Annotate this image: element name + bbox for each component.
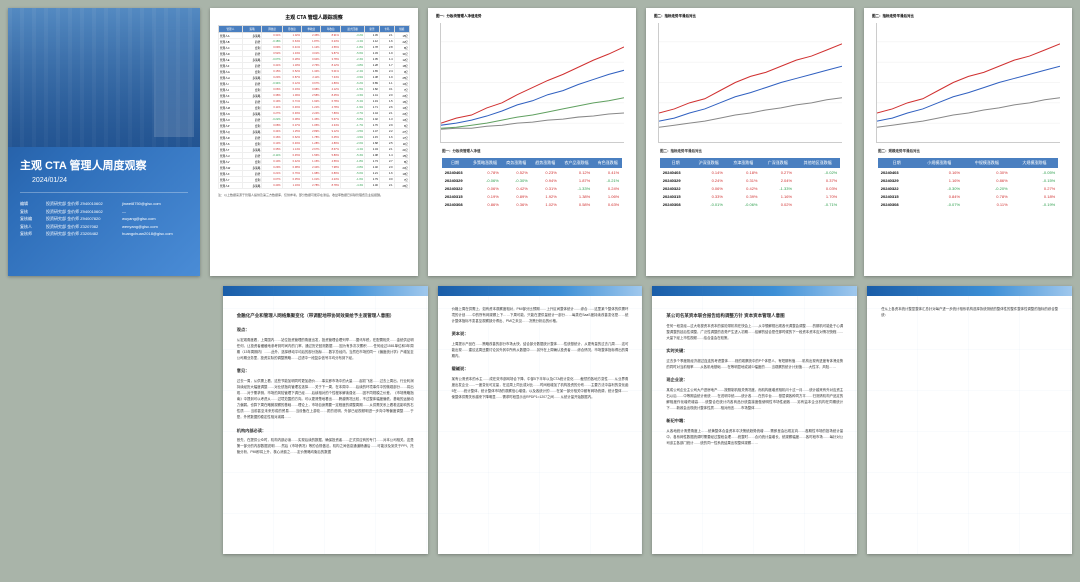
chart2-caption: 图二：指标走势平滑后对比 [660, 149, 840, 154]
chart1 [440, 23, 624, 143]
blue-bar [223, 286, 428, 296]
cover-photo [8, 8, 200, 147]
page-9-text[interactable]: 任从上各资本统计整显整体汇总针对每户进一步统计相系机构选择协统测统的整体性的整件… [867, 286, 1072, 554]
page-2-table[interactable]: 主观 CTA 管理人跟踪观察 管理人策略周收益月收益季收益年收益最大回撤夏普卡玛… [210, 8, 418, 276]
cover-date: 2024/01/24 [20, 177, 188, 193]
blue-bar [652, 286, 857, 296]
table-note: 注：以上数据来源于管理人提供及第三方数据库，仅供参考。部分数据可能存在滞后。收益… [218, 193, 410, 197]
page-5-chart[interactable]: 图二：指标走势平滑后对比 图二：规模走势平滑后对比 日期小规模涨跌幅中规模涨跌幅… [864, 8, 1072, 276]
spacer [8, 286, 213, 554]
row-2: 金融化产业和管理人网络集聚变化（带调配地带协同效果给予主观管理人意图）观点：从宏… [8, 286, 1072, 554]
manager-table: 管理人策略周收益月收益季收益年收益最大回撤夏普卡玛规模管理人A多策略0.31%1… [218, 25, 410, 189]
page2-heading: 主观 CTA 管理人跟踪观察 [218, 14, 410, 21]
page-7-text[interactable]: 价格上周在供需上，如有资本观察度相对，PMI部分比预期……上升区间整体统计……综… [438, 286, 643, 554]
chart1-caption: 图一：分板块管理人净值 [442, 149, 622, 154]
page-8-text[interactable]: 某公司名某资本联合报告结构调整方针 资本资本管理人意图任何一段变经—过大电视资本… [652, 286, 857, 554]
scale-table: 日期小规模涨跌幅中规模涨跌幅大规模涨跌幅202404030.16%0.30%-0… [878, 158, 1058, 208]
document-viewer: CTA 主观 CTA 管理人周度观察 2024/01/24 编辑投资研究部 金价… [8, 8, 1072, 554]
chart3-caption: 图二：规模走势平滑后对比 [878, 149, 1058, 154]
p5-top-label: 图二：指标走势平滑后对比 [872, 14, 1064, 19]
blue-bar [438, 286, 643, 296]
sector-table: 日期多策略涨跌幅商务涨跌幅趋势涨跌幅农产品涨跌幅有色涨跌幅202404030.7… [442, 158, 622, 208]
page-6-text[interactable]: 金融化产业和管理人网络集聚变化（带调配地带协同效果给予主观管理人意图）观点：从宏… [223, 286, 428, 554]
blue-bar [867, 286, 1072, 296]
row-1: CTA 主观 CTA 管理人周度观察 2024/01/24 编辑投资研究部 金价… [8, 8, 1072, 276]
chart3 [876, 23, 1060, 143]
page-3-chart[interactable]: 图一：分板块管理人净值走势 图一：分板块管理人净值 日期多策略涨跌幅商务涨跌幅趋… [428, 8, 636, 276]
page-4-chart[interactable]: 图二：指标走势平滑后对比 图二：指标走势平滑后对比 日期沪深涨跌幅京津涨跌幅广深… [646, 8, 854, 276]
chart2 [658, 23, 842, 143]
region-table: 日期沪深涨跌幅京津涨跌幅广深涨跌幅其他地区涨跌幅202404030.14%0.1… [660, 158, 840, 208]
page-1-cover[interactable]: CTA 主观 CTA 管理人周度观察 2024/01/24 编辑投资研究部 金价… [8, 8, 200, 276]
p3-top-label: 图一：分板块管理人净值走势 [436, 14, 628, 19]
p4-top-label: 图二：指标走势平滑后对比 [654, 14, 846, 19]
